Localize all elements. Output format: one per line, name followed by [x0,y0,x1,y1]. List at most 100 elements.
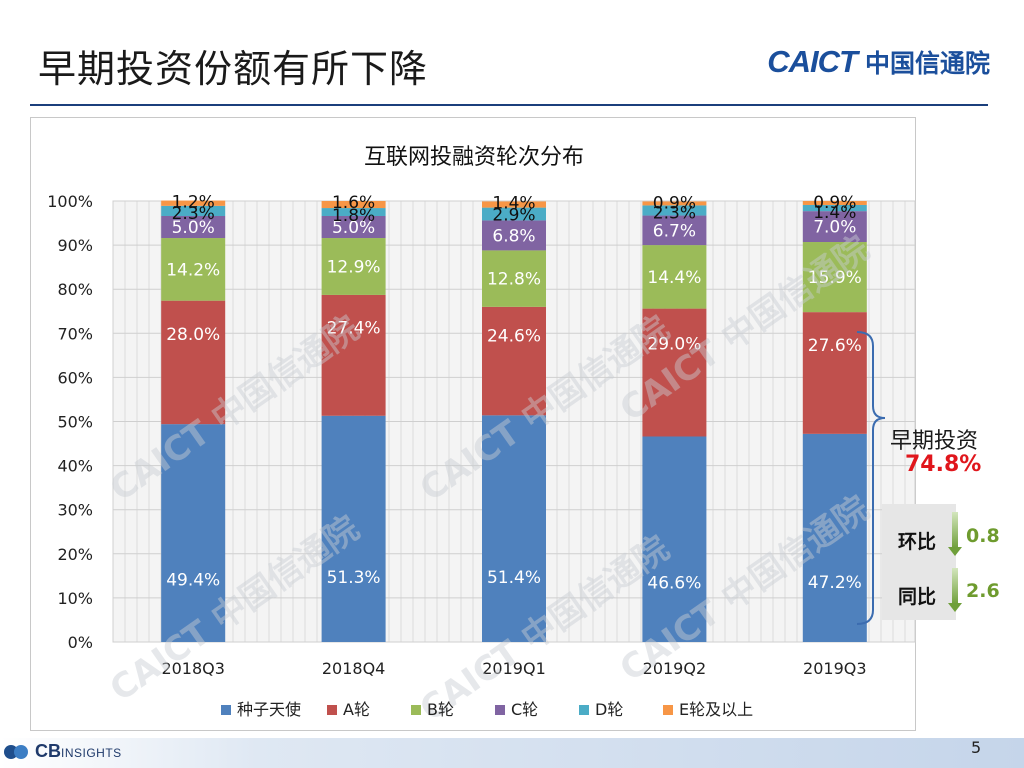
data-label: 27.4% [327,319,381,339]
slide-title: 早期投资份额有所下降 [38,47,429,91]
data-label: 0.9% [813,193,856,213]
data-label: 46.6% [647,574,701,594]
legend-item-label: D轮 [595,700,623,719]
data-label: 1.6% [332,193,375,213]
cb-insights-icon [4,742,32,762]
bar-segment [161,205,226,216]
y-tick-label: 10% [57,589,93,608]
y-tick-label: 90% [57,236,93,255]
page-number: 5 [971,738,982,757]
legend-item-label: C轮 [511,700,538,719]
logo-text-en: CAICT [767,44,858,79]
bar-segment [161,215,226,239]
bar-segment [802,204,867,212]
data-label: 0.9% [653,193,696,213]
title-divider [30,104,988,106]
data-label: 29.0% [647,335,701,355]
cb-insights-logo: CBINSIGHTS [4,741,122,762]
data-label: 6.7% [653,221,696,241]
caict-logo: CAICT 中国信通院 [767,44,990,80]
legend-swatch [327,705,337,715]
chart-title: 互联网投融资轮次分布 [364,145,584,170]
data-label: 51.4% [487,568,541,588]
bar-segment [321,215,386,239]
data-label: 14.4% [647,268,701,288]
footer-bar [0,738,1024,768]
bar-segment [802,312,867,434]
y-tick-label: 50% [57,413,93,432]
data-label: 2.9% [492,206,535,226]
bar-segment [642,205,707,216]
bar-segment [321,294,386,416]
bar-segment [802,201,867,205]
bar-segment [161,424,226,642]
early-investment-bracket [856,331,886,625]
bar-segment [482,207,546,221]
data-label: 12.8% [487,270,541,290]
bar-segment [321,238,386,295]
bar-segment [642,201,707,206]
bar-segment [321,415,386,642]
bar-segment [161,300,226,425]
yoy-label: 同比 [898,586,937,608]
data-label: 49.4% [166,570,220,590]
chart-panel: 0% 10% 20% 30% 40% 50% 60% 70% 80% 90% 100% 互联网投融资轮… [30,117,916,731]
data-label: 6.8% [492,226,535,246]
bar-segment [482,220,546,251]
logo-text-cn: 中国信通院 [864,49,990,78]
data-label: 7.0% [813,218,856,238]
bar-segment [642,215,707,246]
data-label: 12.9% [327,257,381,277]
data-label: 1.4% [813,203,856,223]
bar-segment [802,211,867,243]
bar-segment [642,308,707,437]
x-tick-label: 2018Q3 [161,659,225,678]
bar-segment [161,200,226,206]
data-label: 24.6% [487,327,541,347]
yoy-value: 2.6 [966,580,1000,602]
y-tick-label: 70% [57,324,93,343]
legend-swatch [579,705,589,715]
qoq-down-arrow-icon [948,512,962,556]
qoq-label: 环比 [898,531,937,553]
early-investment-label: 早期投资 [890,429,979,454]
bar-segment [321,208,386,216]
data-label: 27.6% [808,336,862,356]
data-label: 28.0% [166,325,220,345]
y-tick-label: 20% [57,545,93,564]
data-label: 2.3% [172,204,215,224]
y-tick-label: 60% [57,368,93,387]
legend-item-label: B轮 [427,700,454,719]
data-label: 2.3% [653,203,696,223]
legend-item-label: 种子天使 [237,700,301,719]
data-label: 1.8% [332,206,375,226]
data-label: 5.0% [332,218,375,238]
legend-item-label: A轮 [343,700,370,719]
x-tick-label: 2019Q2 [643,659,707,678]
bar-segment [642,245,707,309]
legend-swatch [663,705,673,715]
qoq-value: 0.8 [966,525,1000,547]
data-label: 1.2% [172,193,215,213]
data-label: 1.4% [492,193,535,213]
data-label: 47.2% [808,573,862,593]
data-label: 15.9% [808,268,862,288]
data-label: 5.0% [172,218,215,238]
legend-swatch [411,705,421,715]
y-tick-label: 30% [57,501,93,520]
bar-segment [482,306,546,416]
y-tick-label: 0% [68,633,93,652]
bar-segment [482,250,546,307]
data-label: 14.2% [166,260,220,280]
legend-swatch [495,705,505,715]
bar-segment [802,433,867,642]
y-tick-label: 80% [57,280,93,299]
y-tick-label: 100% [47,192,93,211]
legend-swatch [221,705,231,715]
bar-segment [802,242,867,313]
x-tick-label: 2018Q4 [322,659,386,678]
stacked-bar-chart: 0% 10% 20% 30% 40% 50% 60% 70% 80% 90% 100% 互联网投融资轮… [47,145,916,730]
yoy-down-arrow-icon [948,568,962,612]
change-box [882,504,956,620]
x-tick-label: 2019Q3 [803,659,867,678]
